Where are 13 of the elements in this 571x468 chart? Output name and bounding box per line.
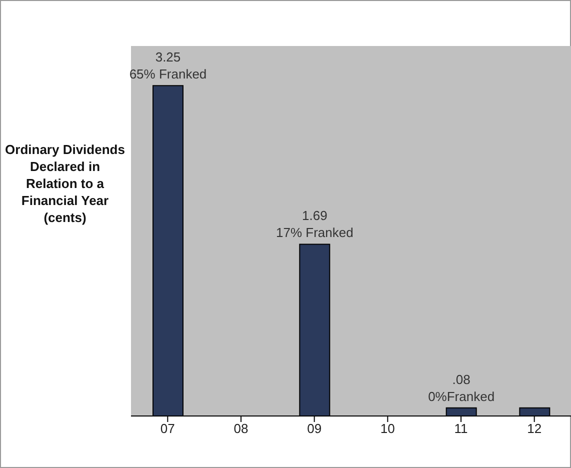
y-axis-title: Ordinary Dividends Declared in Relation to a Financial Year (cents) (4, 141, 126, 226)
annotation: 0%Franked (428, 388, 495, 404)
data-label: 1.69 (302, 208, 328, 224)
x-tick-label: 10 (380, 421, 395, 436)
x-tick-label: 07 (160, 421, 175, 436)
x-tick-label: 11 (454, 421, 468, 436)
x-tick-label: 08 (234, 421, 248, 436)
annotation: 65% Franked (129, 66, 207, 82)
x-tick-label: 12 (527, 421, 542, 436)
data-label: 3.25 (155, 50, 181, 65)
x-tick-label: 09 (307, 421, 322, 436)
data-label: .08 (452, 372, 470, 387)
annotation: 17% Franked (276, 225, 354, 240)
